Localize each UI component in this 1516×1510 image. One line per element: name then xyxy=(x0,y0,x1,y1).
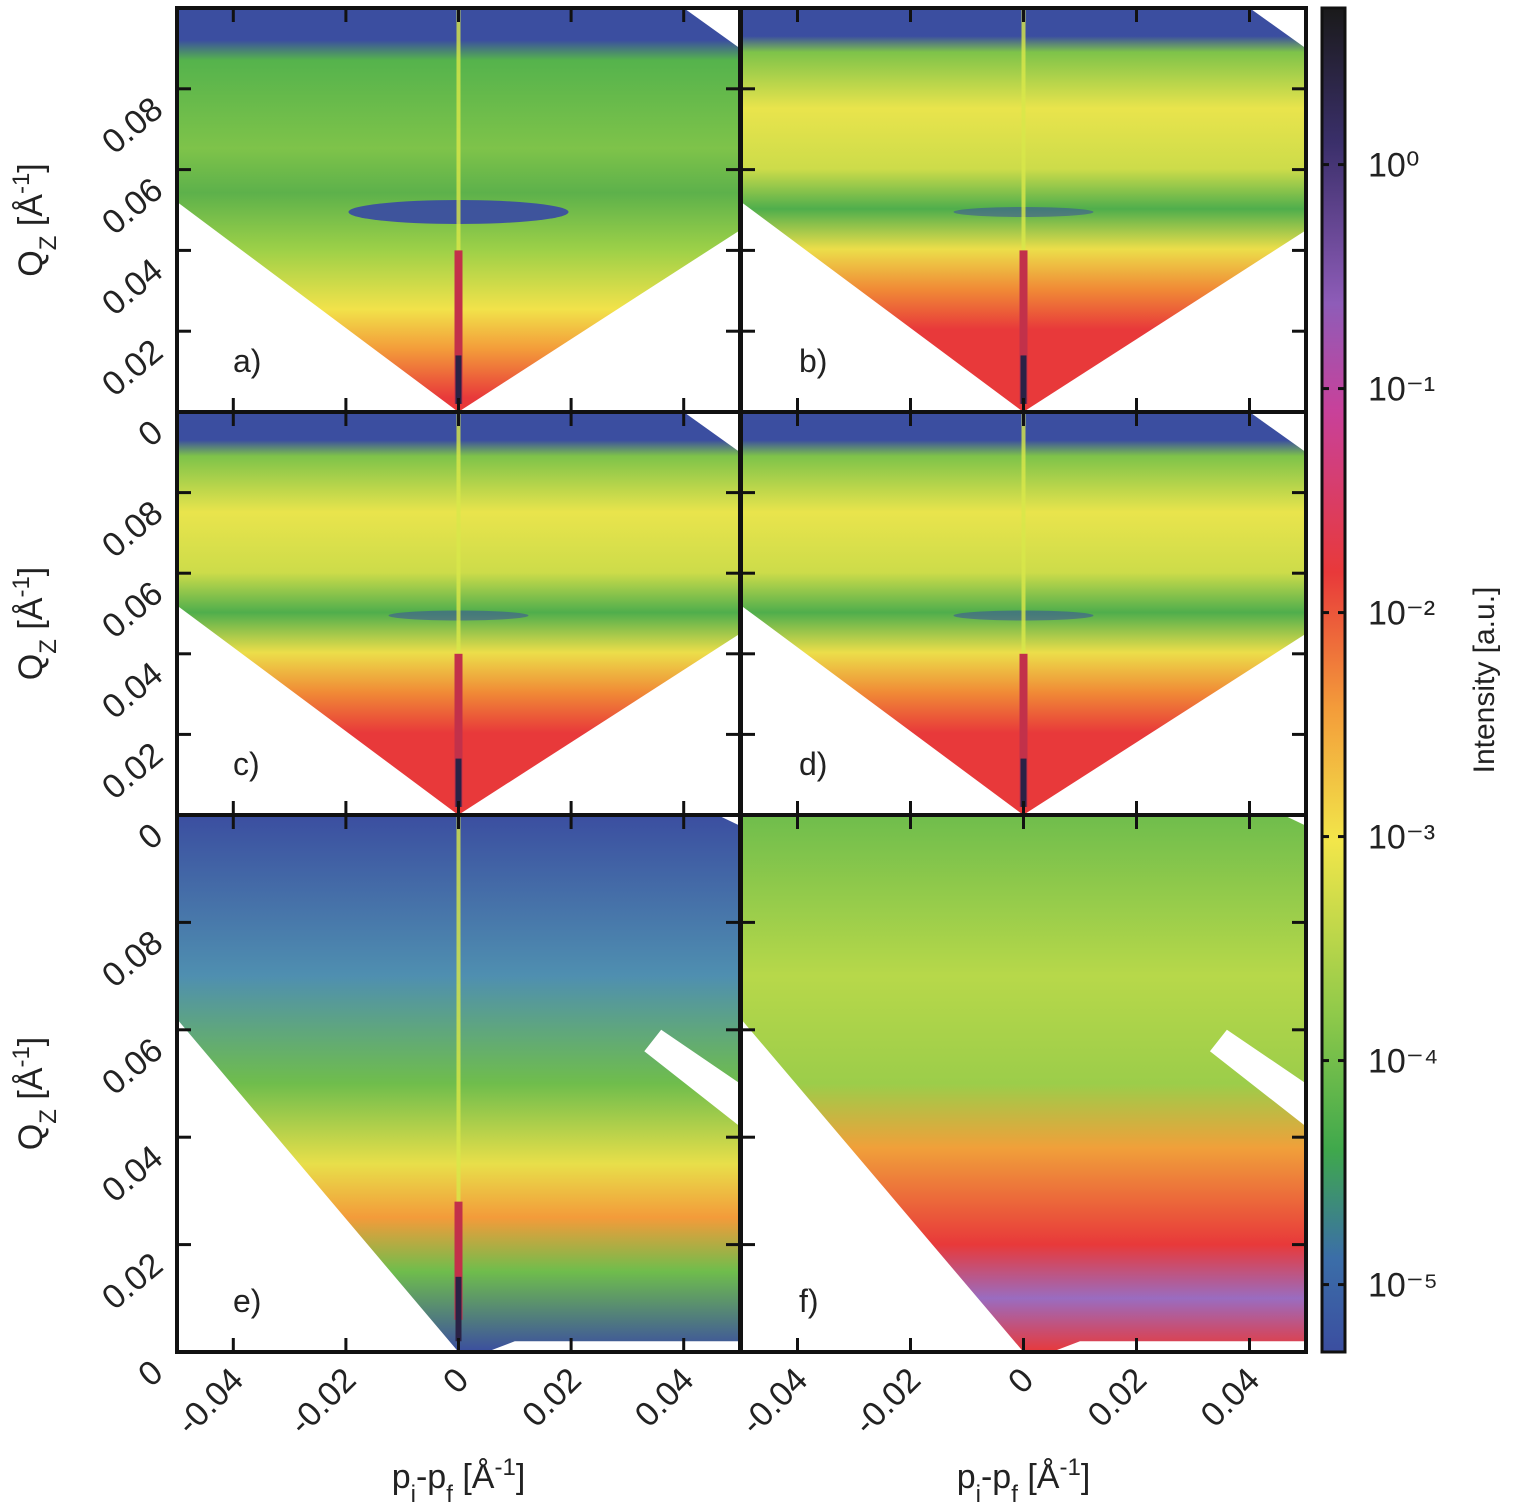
axis-label-part: ] xyxy=(516,1458,525,1496)
x-tick-label: 0.02 xyxy=(1080,1361,1154,1435)
axis-label-part: -1 xyxy=(8,173,35,194)
y-tick-label: 0.04 xyxy=(95,655,170,727)
panel-label: e) xyxy=(233,1283,261,1319)
y-tick-label: 0.08 xyxy=(95,923,170,995)
axis-label: QZ [Å-1] xyxy=(8,567,62,681)
y-tick-label: 0 xyxy=(131,413,170,454)
axis-label-part: Z xyxy=(35,236,62,251)
colorbar-tick-label: 10⁻² xyxy=(1368,595,1435,633)
specular-peak xyxy=(1019,653,1028,807)
colorbar-tick-label: 10⁻⁴ xyxy=(1368,1043,1438,1081)
panel-label: f) xyxy=(799,1283,819,1319)
specular-core xyxy=(455,1276,462,1342)
y-tick-label: 0.06 xyxy=(95,574,170,646)
axis-label: QZ [Å-1] xyxy=(8,1037,62,1151)
axis-label-part: Q xyxy=(12,1124,50,1150)
axis-label-part: Q xyxy=(12,654,50,680)
y-tick-label: 0.06 xyxy=(95,1031,170,1103)
specular-peak xyxy=(454,653,463,807)
axis-label-part: Z xyxy=(35,639,62,654)
axis-label-part: [Å xyxy=(1018,1458,1060,1496)
x-tick-label: -0.04 xyxy=(169,1361,251,1443)
x-tick-label: 0 xyxy=(1001,1361,1041,1401)
axis-label-part: f xyxy=(446,1481,453,1508)
x-tick-label: 0.04 xyxy=(1193,1361,1267,1435)
axis-label-part: i xyxy=(411,1481,416,1508)
y-tick-label: 0 xyxy=(131,816,170,857)
axis-label-part: -p xyxy=(981,1458,1011,1496)
y-tick-label: 0.04 xyxy=(95,251,170,323)
y-tick-label: 0 xyxy=(131,1353,170,1394)
axis-label-part: -1 xyxy=(1059,1454,1080,1481)
axis-label-part: -p xyxy=(416,1458,446,1496)
axis-label: pi-pf [Å-1] xyxy=(957,1454,1091,1508)
y-tick-label: 0.02 xyxy=(95,332,170,404)
axis-label-part: i xyxy=(976,1481,981,1508)
x-tick-label: 0 xyxy=(436,1361,476,1401)
axis-label-part: Q xyxy=(12,250,50,276)
x-tick-label: 0.04 xyxy=(628,1361,702,1435)
y-tick-label: 0.08 xyxy=(95,494,170,566)
specular-peak xyxy=(454,1201,463,1320)
specular-peak xyxy=(454,250,463,404)
panel-label: c) xyxy=(233,746,260,782)
x-tick-label: 0.02 xyxy=(515,1361,589,1435)
axis-label-part: [Å xyxy=(12,597,50,639)
y-tick-label: 0.08 xyxy=(95,90,170,162)
axis-label-part: [Å xyxy=(12,194,50,236)
y-tick-label: 0.06 xyxy=(95,171,170,243)
y-tick-label: 0.02 xyxy=(95,1246,170,1318)
specular-core xyxy=(455,758,462,807)
colorbar-tick-label: 10⁻³ xyxy=(1368,819,1435,857)
axis-label-part: ] xyxy=(1081,1458,1090,1496)
axis-label-part: [Å xyxy=(12,1067,50,1109)
axis-label-part: Z xyxy=(35,1109,62,1124)
colorbar-tick-label: 10⁰ xyxy=(1368,147,1419,185)
axis-label-part: ] xyxy=(12,1037,50,1046)
x-tick-label: -0.02 xyxy=(282,1361,364,1443)
axis-label-part: [Å xyxy=(453,1458,495,1496)
colorbar-tick-label: 10⁻⁵ xyxy=(1368,1267,1438,1305)
axis-label-part: ] xyxy=(12,567,50,576)
axis-label-part: ] xyxy=(12,163,50,172)
y-tick-label: 0.04 xyxy=(95,1138,170,1210)
panel-label: b) xyxy=(799,343,827,379)
colorbar-tick-label: 10⁻¹ xyxy=(1368,371,1435,409)
specular-core xyxy=(1020,355,1027,404)
heatmap-region xyxy=(741,815,1306,1352)
axis-label-part: -1 xyxy=(8,576,35,597)
axis-label: QZ [Å-1] xyxy=(8,163,62,277)
axis-label-part: -1 xyxy=(494,1454,515,1481)
axis-label-part: p xyxy=(957,1458,976,1496)
axis-label-part: -1 xyxy=(8,1046,35,1067)
axis-label-part: p xyxy=(392,1458,411,1496)
axis-label-part: f xyxy=(1011,1481,1018,1508)
colorbar xyxy=(1320,6,1347,1354)
specular-peak xyxy=(1019,250,1028,404)
specular-core xyxy=(455,355,462,404)
x-tick-label: -0.02 xyxy=(846,1361,928,1443)
colorbar-label: Intensity [a.u.] xyxy=(1468,587,1501,774)
specular-core xyxy=(1020,758,1027,807)
x-tick-label: -0.04 xyxy=(733,1361,815,1443)
axis-label: pi-pf [Å-1] xyxy=(392,1454,526,1508)
y-tick-label: 0.02 xyxy=(95,735,170,807)
panel-label: d) xyxy=(799,746,827,782)
panel-label: a) xyxy=(233,343,261,379)
